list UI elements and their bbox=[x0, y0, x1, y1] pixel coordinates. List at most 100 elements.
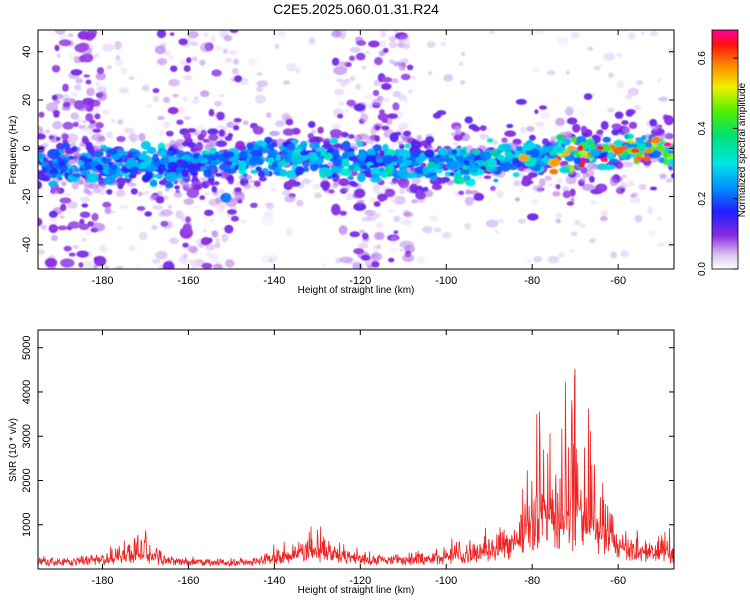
spectrogram-cell bbox=[602, 164, 616, 171]
spectrogram-cell bbox=[130, 166, 139, 175]
spectrogram-cell bbox=[370, 167, 381, 176]
spectrogram-cell bbox=[367, 264, 374, 269]
spectrogram-cell bbox=[256, 72, 263, 76]
spectrogram-cell bbox=[347, 175, 354, 181]
spectrogram-cell bbox=[393, 61, 401, 67]
spectrogram-cell bbox=[152, 95, 159, 103]
spectrogram-cell bbox=[56, 53, 61, 59]
spectrogram-cell bbox=[88, 124, 96, 130]
spectrogram-cell bbox=[393, 230, 399, 235]
spectrogram-cell bbox=[160, 220, 169, 227]
spectrogram-cell bbox=[194, 96, 199, 100]
spectrogram-cell bbox=[70, 141, 76, 148]
snr-frame bbox=[37, 329, 675, 570]
spectrogram-cell bbox=[378, 40, 387, 48]
spectrogram-cell bbox=[377, 113, 389, 121]
spectrogram-cell bbox=[139, 231, 148, 241]
spectrogram-cell bbox=[462, 165, 469, 170]
spectrogram-cell bbox=[110, 118, 116, 124]
spectrogram-cell bbox=[607, 108, 615, 113]
spectrogram-cell bbox=[71, 91, 78, 97]
spectrogram-cell bbox=[57, 225, 68, 231]
spectrogram-cell bbox=[120, 67, 128, 75]
spectrogram-cell bbox=[128, 76, 135, 81]
spectrogram-cell bbox=[81, 237, 87, 242]
spectrogram-cell bbox=[229, 30, 239, 33]
spectrogram-cell bbox=[156, 30, 167, 39]
spectrogram-cell bbox=[456, 155, 465, 163]
spectrogram-cell bbox=[54, 44, 60, 52]
spectrogram-cell bbox=[657, 144, 666, 152]
spectrogram-cell bbox=[154, 45, 166, 55]
spectrogram-cell bbox=[157, 190, 163, 196]
spectrogram-cell bbox=[227, 209, 237, 215]
spectrogram-cell bbox=[130, 188, 138, 195]
spectrogram-cell bbox=[94, 113, 101, 120]
spectrogram-cell bbox=[157, 115, 165, 121]
spectrogram-cell bbox=[52, 162, 60, 169]
spectrogram-cell bbox=[256, 86, 264, 93]
colorbar-ticks: 0.0 0.2 0.4 0.6 bbox=[697, 51, 738, 276]
spectrogram-cell bbox=[183, 116, 191, 120]
spectrogram-cell bbox=[147, 146, 157, 155]
spectrogram-cell bbox=[641, 135, 647, 141]
spectrogram-cell bbox=[355, 83, 361, 91]
y-tick-label: 4000 bbox=[21, 380, 33, 404]
spectrogram-cell bbox=[355, 52, 366, 61]
spectrogram-cell bbox=[339, 210, 347, 216]
spectrogram-cell bbox=[431, 184, 442, 191]
spectrogram-cell bbox=[546, 154, 558, 160]
spectrogram-cell bbox=[246, 142, 254, 150]
spectrogram-cell bbox=[514, 197, 521, 202]
spectrogram-cell bbox=[380, 171, 389, 179]
colorbar-label: Normalized spectral amplitude bbox=[737, 82, 748, 217]
y-tick-label: 2000 bbox=[21, 468, 33, 492]
spectrogram-cell bbox=[357, 151, 367, 161]
spectrogram-cell bbox=[512, 138, 522, 145]
spectrogram-cell bbox=[599, 215, 608, 222]
spectrogram-cell bbox=[209, 147, 217, 155]
spectrogram-cell bbox=[72, 244, 79, 250]
spectrogram-cell bbox=[61, 105, 71, 111]
spectrogram-cell bbox=[91, 222, 106, 232]
spectrogram-cell bbox=[170, 65, 178, 72]
spectrogram-cell bbox=[533, 255, 543, 263]
spectrogram-cell bbox=[455, 130, 462, 137]
spectrogram-cell bbox=[191, 99, 200, 105]
spectrogram-cell bbox=[152, 205, 163, 210]
spectrogram-cell bbox=[399, 34, 409, 40]
spectrogram-cell bbox=[404, 153, 411, 159]
spectrogram-cell bbox=[82, 119, 87, 124]
spectrogram-cell bbox=[364, 209, 376, 216]
spectrogram-cell bbox=[208, 138, 218, 148]
spectrogram-cell bbox=[403, 211, 414, 218]
spectrogram-cell bbox=[224, 135, 233, 141]
spectrogram-cell bbox=[364, 93, 374, 101]
spectrogram-cell bbox=[155, 196, 165, 204]
y-tick-label: 5000 bbox=[21, 335, 33, 359]
spectrogram-cell bbox=[389, 247, 397, 252]
spectrogram-cell bbox=[270, 142, 278, 148]
spectrogram-cell bbox=[296, 199, 304, 207]
spectrogram-cell bbox=[200, 42, 212, 53]
spectrogram-cell bbox=[167, 204, 173, 209]
spectrogram-cell bbox=[192, 205, 199, 209]
spectrogram-cell bbox=[539, 105, 547, 110]
spectrogram-cell bbox=[220, 192, 232, 203]
spectrogram-cell bbox=[261, 216, 274, 226]
spectrogram-cell bbox=[580, 125, 588, 133]
spectrogram-cell bbox=[378, 50, 386, 57]
spectrogram-cell bbox=[58, 39, 72, 47]
spectrogram-cell bbox=[214, 242, 221, 249]
spectrogram-cell bbox=[349, 46, 361, 54]
spectrogram-cell bbox=[565, 175, 577, 185]
spectrogram-cell bbox=[62, 121, 74, 130]
spectrogram-cell bbox=[111, 210, 116, 213]
snr-y-axis-label: SNR (10 * v/v) bbox=[8, 418, 19, 482]
spectrogram-cell bbox=[406, 172, 417, 179]
spectrogram-cell bbox=[496, 218, 505, 224]
spectrogram-cell bbox=[80, 196, 90, 203]
spectrogram-cell bbox=[559, 166, 571, 174]
spectrogram-cell bbox=[375, 212, 382, 219]
